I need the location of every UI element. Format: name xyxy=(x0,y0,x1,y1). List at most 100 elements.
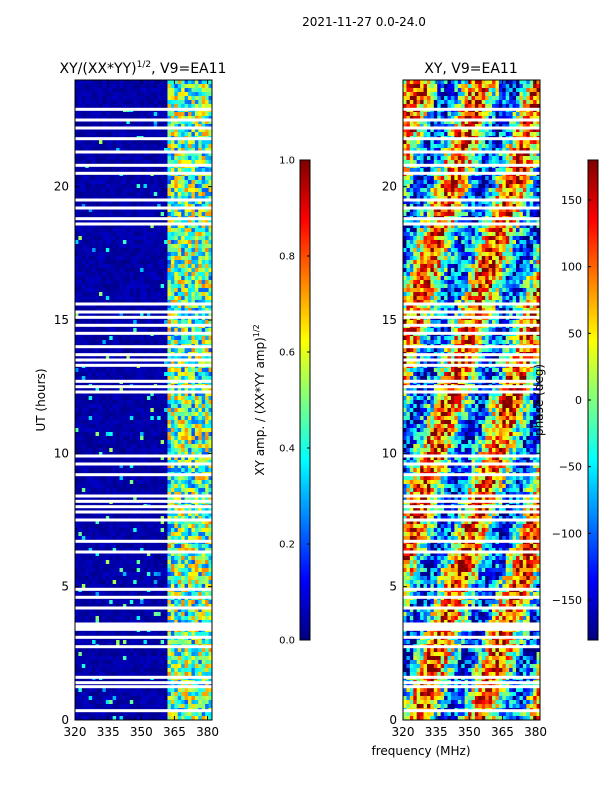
colorbar-tick-label: 0.8 xyxy=(279,252,295,263)
flagged-gap xyxy=(403,645,540,648)
flagged-gap xyxy=(75,681,212,684)
flagged-gap xyxy=(75,636,212,639)
colorbar-tick-label: 100 xyxy=(561,261,582,274)
flagged-gap xyxy=(75,164,212,167)
colorbar-tick-label: 0 xyxy=(575,394,582,407)
flagged-gap xyxy=(75,625,212,628)
flagged-gap xyxy=(403,596,540,599)
phase-title: XY, V9=EA11 xyxy=(424,61,518,77)
flagged-gap xyxy=(75,127,212,130)
flagged-gap xyxy=(75,628,212,631)
amplitude-colorbar-label-sup: 1/2 xyxy=(252,324,261,337)
flagged-gap xyxy=(75,137,212,140)
flagged-gap xyxy=(403,223,540,226)
flagged-gap xyxy=(75,709,212,712)
flagged-gap xyxy=(75,303,212,306)
amplitude-colorbar-label-main: XY amp. / (XX*YY amp) xyxy=(253,337,267,475)
colorbar-tick-label: −150 xyxy=(552,594,582,607)
flagged-gap xyxy=(75,311,212,314)
flagged-gap xyxy=(403,380,540,383)
flagged-gap xyxy=(403,473,540,476)
amplitude-title: XY/(XX*YY)1/2, V9=EA11 xyxy=(60,60,227,77)
amplitude-colorbar-gradient xyxy=(300,160,310,640)
colorbar-tick-label: −50 xyxy=(559,461,582,474)
flagged-gap xyxy=(403,709,540,712)
y-tick-label: 0 xyxy=(389,713,397,727)
flagged-gap xyxy=(403,164,540,167)
flagged-gap xyxy=(75,519,212,522)
flagged-gap xyxy=(75,172,212,175)
flagged-gap xyxy=(403,303,540,306)
colorbar-tick-label: 150 xyxy=(561,194,582,207)
flagged-gap xyxy=(403,217,540,220)
amplitude-colorbar: 0.00.20.40.60.81.0 XY amp. / (XX*YY amp)… xyxy=(252,156,310,647)
flagged-gap xyxy=(403,519,540,522)
x-tick-label: 380 xyxy=(196,725,219,739)
flagged-gap xyxy=(75,588,212,591)
flagged-gap xyxy=(403,364,540,367)
flagged-gap xyxy=(403,588,540,591)
flagged-gap xyxy=(403,127,540,130)
flagged-gap xyxy=(75,364,212,367)
flagged-gap xyxy=(75,463,212,466)
amplitude-heatmap xyxy=(75,80,212,720)
colorbar-tick-label: 0.6 xyxy=(279,348,295,359)
flagged-gap xyxy=(403,137,540,140)
x-tick-label: 350 xyxy=(130,725,153,739)
y-tick-label: 20 xyxy=(382,180,397,194)
flagged-gap xyxy=(403,625,540,628)
flagged-gap xyxy=(75,685,212,688)
amplitude-title-rest: , V9=EA11 xyxy=(151,61,226,77)
y-tick-label: 5 xyxy=(61,580,69,594)
y-tick-label: 10 xyxy=(54,446,69,460)
figure-suptitle: 2021-11-27 0.0-24.0 xyxy=(302,15,426,29)
flagged-gap xyxy=(403,685,540,688)
flagged-gap xyxy=(75,151,212,154)
flagged-gap xyxy=(75,353,212,356)
phase-heatmap xyxy=(403,80,540,720)
x-tick-label: 350 xyxy=(458,725,481,739)
flagged-gap xyxy=(75,511,212,514)
flagged-gap xyxy=(403,681,540,684)
flagged-gap xyxy=(403,391,540,394)
y-tick-label: 20 xyxy=(54,180,69,194)
colorbar-tick-label: 1.0 xyxy=(279,156,295,167)
flagged-gap xyxy=(403,385,540,388)
x-tick-label: 335 xyxy=(425,725,448,739)
flagged-gap xyxy=(75,455,212,458)
flagged-gap xyxy=(403,463,540,466)
flagged-gap xyxy=(75,623,212,626)
flagged-gap xyxy=(75,324,212,327)
flagged-gap xyxy=(75,217,212,220)
flagged-gap xyxy=(75,199,212,202)
colorbar-tick-label: 0.2 xyxy=(279,540,295,551)
flagged-gap xyxy=(75,540,212,543)
colorbar-tick-label: −100 xyxy=(552,527,582,540)
y-tick-label: 15 xyxy=(54,313,69,327)
colorbar-tick-label: 0.4 xyxy=(279,444,295,455)
flagged-gap xyxy=(75,645,212,648)
flagged-gap xyxy=(75,108,212,111)
flagged-gap xyxy=(75,473,212,476)
flagged-gap xyxy=(75,551,212,554)
amplitude-title-main: XY/(XX*YY) xyxy=(60,61,137,77)
phase-x-axis-label: frequency (MHz) xyxy=(371,744,470,758)
flagged-gap xyxy=(403,636,540,639)
flagged-gap xyxy=(75,380,212,383)
flagged-gap xyxy=(403,324,540,327)
flagged-gap xyxy=(75,223,212,226)
x-tick-label: 380 xyxy=(524,725,547,739)
x-tick-label: 320 xyxy=(392,725,415,739)
flagged-gap xyxy=(403,359,540,362)
flagged-gap xyxy=(403,199,540,202)
x-tick-label: 335 xyxy=(97,725,120,739)
flagged-gap xyxy=(403,676,540,679)
flagged-gap xyxy=(75,596,212,599)
flagged-gap xyxy=(75,345,212,348)
flagged-gap xyxy=(403,511,540,514)
flagged-gap xyxy=(403,623,540,626)
flagged-gap xyxy=(403,551,540,554)
